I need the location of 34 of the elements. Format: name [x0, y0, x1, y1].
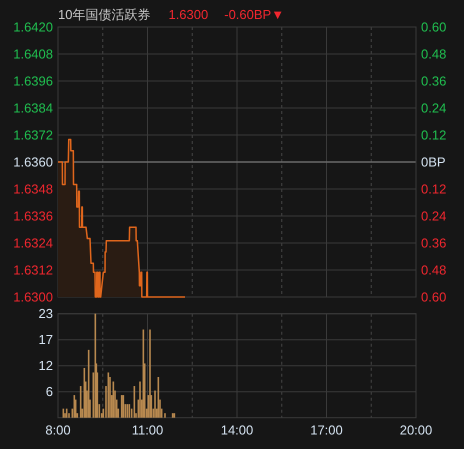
y2-tick-label: 0.24 [421, 100, 446, 116]
y-tick-label: 1.6420 [13, 20, 53, 34]
x-tick-label: 17:00 [310, 422, 343, 438]
y2-tick-label: 0.36 [421, 236, 446, 250]
y-tick-label: 1.6408 [13, 46, 53, 62]
x-tick-label: 20:00 [400, 422, 432, 438]
y2-tick-label: 0.48 [421, 46, 446, 62]
y-tick-label: 1.6396 [13, 74, 53, 88]
text: 1.6300 [168, 7, 208, 22]
x-tick-label: 14:00 [220, 422, 254, 438]
y2-tick-label: 0.60 [421, 20, 446, 34]
y-tick-label: 1.6312 [13, 262, 53, 278]
y2-tick-label: 0.24 [421, 208, 446, 224]
y-tick-label: 1.6324 [13, 236, 53, 250]
y-tick-label: 1.6300 [13, 290, 53, 304]
y-tick-label: 1.6360 [13, 154, 53, 170]
y2-tick-label: 0.12 [421, 128, 446, 142]
x-tick-label: 8:00 [45, 422, 71, 438]
y-tick-label: 1.6336 [13, 208, 53, 224]
y2-tick-label: 0.48 [421, 262, 446, 278]
y-tick-label: 6 [46, 384, 53, 400]
y2-tick-label: 0BP [421, 154, 446, 170]
x-tick-label: 11:00 [132, 422, 164, 438]
y-tick-label: 1.6372 [13, 128, 53, 142]
y-tick-label: 23 [38, 306, 53, 322]
y2-tick-label: 0.36 [421, 74, 446, 88]
y-tick-label: 17 [38, 332, 53, 348]
text: -0.60BP▼ [224, 7, 284, 22]
y-tick-label: 1.6348 [13, 182, 53, 196]
y2-tick-label: 0.60 [421, 290, 446, 304]
y2-tick-label: 0.12 [421, 182, 446, 196]
chart-title: 10年国债活跃券 [58, 7, 150, 22]
y-tick-label: 12 [38, 358, 53, 374]
y-tick-label: 1.6384 [13, 100, 53, 116]
